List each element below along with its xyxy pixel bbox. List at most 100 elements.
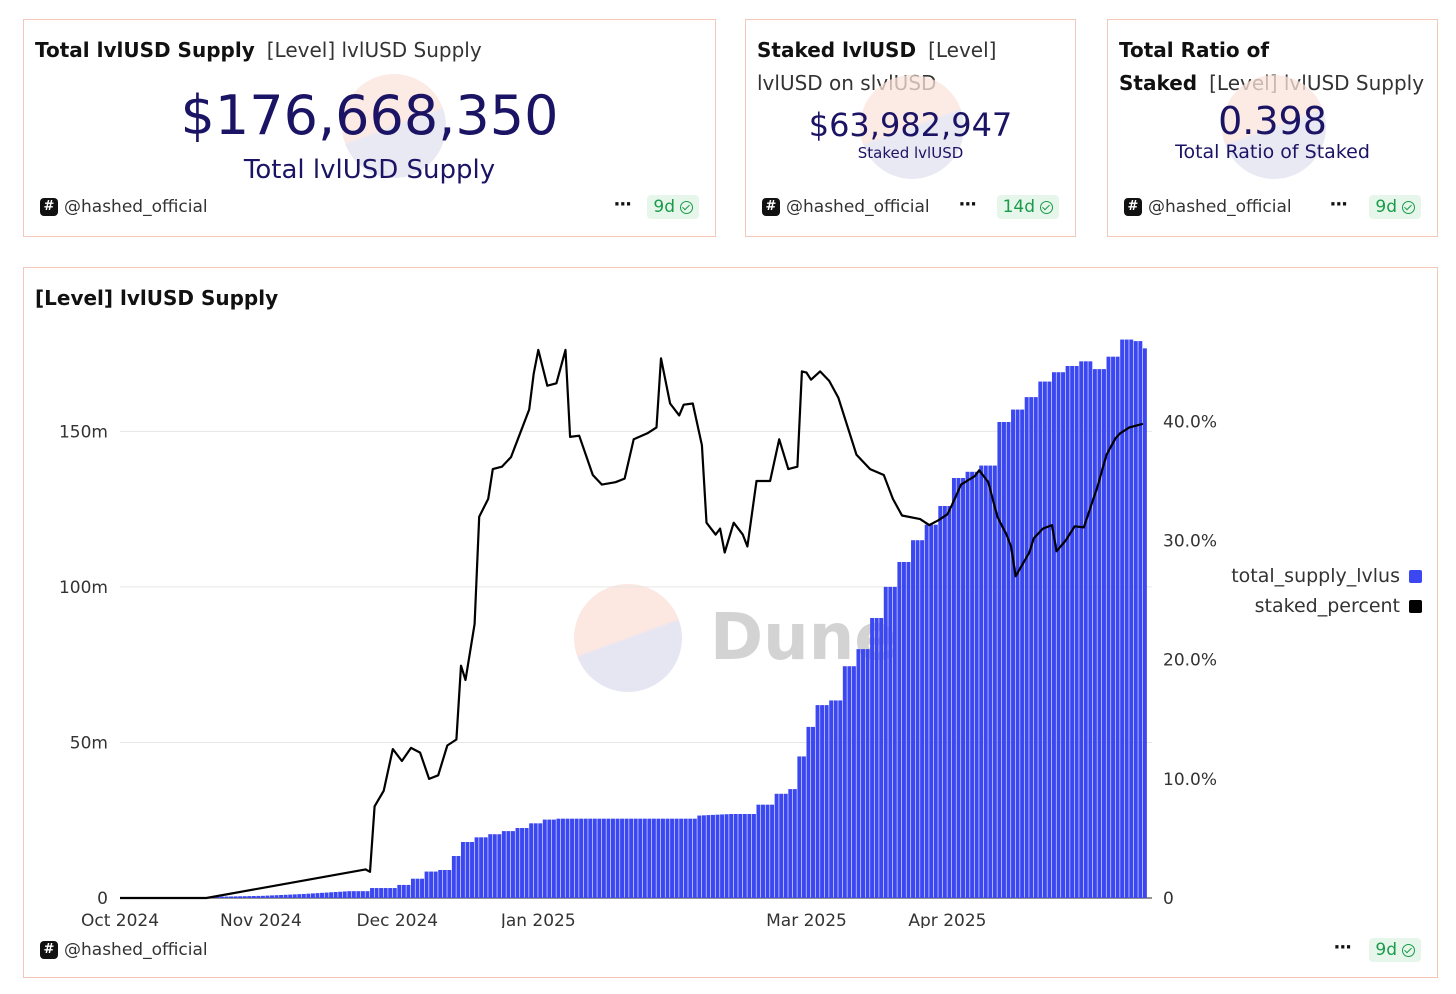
y-left-tick-label: 50m: [70, 733, 108, 753]
supply-bar: [301, 893, 306, 898]
supply-bar: [651, 818, 656, 898]
counter-value: $63,982,947: [808, 106, 1013, 144]
more-options-icon[interactable]: ···: [613, 194, 631, 215]
y-right-tick-label: 10.0%: [1163, 770, 1217, 790]
supply-bar: [483, 837, 488, 898]
supply-bar: [410, 878, 415, 898]
owner-name: @hashed_official: [1148, 197, 1292, 217]
owner-link[interactable]: # @hashed_official: [40, 194, 208, 220]
supply-bar: [315, 893, 320, 898]
supply-bar: [292, 894, 297, 898]
supply-bar: [1088, 361, 1093, 898]
legend-swatch: [1409, 570, 1422, 583]
supply-bar: [506, 831, 511, 898]
x-tick-label: Jan 2025: [500, 911, 576, 928]
supply-bar: [970, 471, 975, 898]
more-options-icon[interactable]: ···: [958, 194, 976, 215]
supply-bar: [824, 705, 829, 898]
supply-bar: [433, 871, 438, 898]
hash-icon: #: [1124, 198, 1142, 216]
more-options-icon[interactable]: ···: [1333, 937, 1351, 958]
supply-bar: [747, 814, 752, 898]
supply-bar: [670, 818, 675, 898]
supply-bar: [510, 831, 515, 898]
owner-link[interactable]: # @hashed_official: [1124, 194, 1292, 220]
supply-bar: [388, 888, 393, 898]
supply-bar: [697, 815, 702, 898]
supply-bar: [551, 819, 556, 898]
age-badge: 9d: [1369, 938, 1421, 962]
supply-bar: [456, 856, 461, 898]
supply-bar: [897, 562, 902, 898]
counter-card-total-supply[interactable]: Total lvlUSD Supply [Level] lvlUSD Supply…: [23, 19, 716, 237]
supply-bar: [683, 818, 688, 898]
supply-bar: [933, 524, 938, 898]
supply-bar: [679, 818, 684, 898]
supply-bar: [392, 888, 397, 898]
supply-bar: [447, 870, 452, 898]
supply-bar: [360, 891, 365, 898]
supply-bar: [656, 818, 661, 898]
supply-bar: [765, 804, 770, 898]
supply-bar: [524, 828, 529, 898]
supply-bar: [383, 888, 388, 898]
supply-bar: [756, 804, 761, 898]
supply-bar: [1083, 361, 1088, 898]
supply-bar: [1029, 397, 1034, 898]
supply-bar: [560, 818, 565, 898]
supply-bar: [920, 540, 925, 898]
supply-bar: [406, 884, 411, 898]
owner-link[interactable]: # @hashed_official: [40, 937, 208, 963]
x-tick-label: Nov 2024: [220, 911, 302, 928]
supply-bar: [929, 524, 934, 898]
supply-bar: [665, 818, 670, 898]
counter-label: Total Ratio of Staked: [1175, 141, 1370, 163]
supply-bar: [815, 705, 820, 898]
dune-watermark-icon: [574, 584, 682, 692]
supply-bar: [288, 894, 293, 898]
card-footer: # @hashed_official ··· 14d: [762, 194, 1059, 220]
supply-bar: [761, 804, 765, 898]
card-footer: # @hashed_official ··· 9d: [1124, 194, 1421, 220]
counter-card-staked[interactable]: Staked lvlUSD [Level] lvlUSD on slvlUSD $…: [745, 19, 1076, 237]
supply-bar: [283, 894, 288, 898]
supply-bar: [338, 891, 343, 898]
supply-bar: [579, 818, 584, 898]
supply-bar: [224, 896, 229, 898]
supply-bar: [724, 814, 729, 898]
card-title: Total lvlUSD Supply [Level] lvlUSD Supply: [35, 38, 482, 62]
supply-bar: [565, 818, 570, 898]
supply-bar: [356, 891, 361, 898]
supply-bar: [742, 814, 747, 898]
supply-bar: [1124, 339, 1129, 898]
supply-bar: [592, 818, 597, 898]
supply-bar: [601, 818, 606, 898]
supply-bar: [924, 524, 929, 898]
supply-bar: [942, 506, 947, 898]
supply-bar: [720, 814, 725, 898]
supply-bar: [633, 818, 638, 898]
supply-bar: [256, 895, 261, 898]
supply-bar: [1092, 369, 1097, 898]
chart-card[interactable]: [Level] lvlUSD Supply Dune 0 50m 100m 150m 0…: [23, 267, 1438, 978]
x-tick-label: Mar 2025: [766, 911, 847, 928]
supply-bar: [529, 823, 534, 898]
supply-bar: [310, 893, 315, 898]
supply-bar: [879, 618, 884, 898]
supply-bar: [588, 818, 593, 898]
supply-bar: [865, 649, 870, 898]
card-footer: # @hashed_official ··· 9d: [40, 194, 699, 220]
supply-bar: [238, 896, 243, 898]
more-options-icon[interactable]: ···: [1329, 194, 1347, 215]
supply-bar: [1133, 341, 1138, 898]
supply-bar: [1097, 369, 1102, 898]
supply-bar: [961, 478, 966, 898]
supply-bar: [497, 834, 502, 898]
supply-bar: [974, 471, 979, 898]
supply-bar: [415, 878, 420, 898]
owner-link[interactable]: # @hashed_official: [762, 194, 930, 220]
counter-card-ratio[interactable]: Total Ratio of Staked [Level] lvlUSD Supp…: [1107, 19, 1438, 237]
legend-label: staked_percent: [1255, 595, 1400, 617]
legend-label: total_supply_lvlus: [1231, 565, 1400, 587]
supply-bar: [451, 856, 456, 898]
